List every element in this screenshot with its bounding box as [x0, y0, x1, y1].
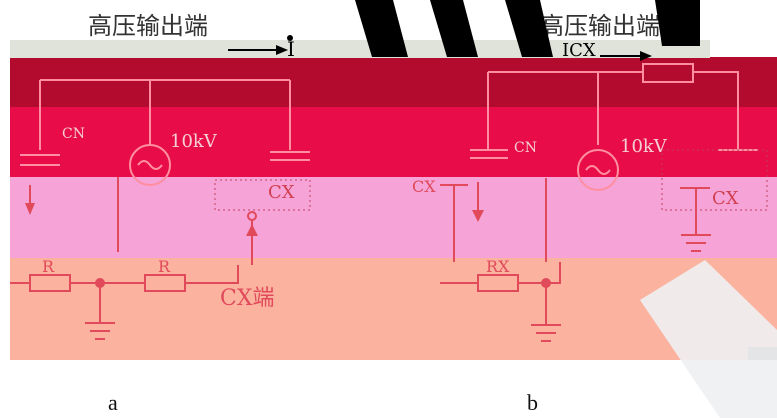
current-arrowhead-a	[276, 45, 288, 55]
resistor-rx-a	[29, 274, 71, 292]
terminal-label-a: CX端	[220, 286, 275, 311]
resistor-chain-b	[440, 262, 561, 284]
cx-box-b	[661, 149, 768, 211]
current-arrowhead-b	[640, 51, 652, 61]
cx-right-label-b: CX	[712, 188, 739, 209]
source-a	[129, 144, 171, 186]
wire-a-top	[39, 79, 291, 150]
figure-a-title: 高压输出端	[88, 12, 208, 40]
arrowhead-down-b	[472, 210, 484, 222]
band-middle	[10, 107, 777, 177]
figure-b-title: 高压输出端	[540, 12, 660, 40]
cx-box-a	[214, 179, 311, 211]
cn-label-a: CN	[62, 126, 85, 142]
cx-label-a: CX	[268, 182, 295, 203]
resistor-r-a	[144, 274, 186, 292]
source-b	[577, 149, 619, 191]
black-stripe-2	[430, 0, 478, 57]
left-arrowhead-a	[25, 203, 35, 215]
caption-a: a	[108, 390, 118, 415]
resistor-rx-b	[477, 274, 519, 292]
black-block	[655, 0, 700, 46]
cn-label-b: CN	[514, 140, 537, 156]
caption-b: b	[527, 390, 538, 415]
black-stripe-3	[505, 0, 553, 57]
source-wave-b	[585, 165, 611, 175]
watermark-shape	[640, 260, 777, 418]
resistor-r-label-a: R	[158, 257, 171, 276]
cx-node-a	[247, 211, 257, 221]
top-node-a	[287, 35, 293, 41]
source-label-a: 10kV	[170, 131, 218, 152]
wire-b-top	[487, 71, 739, 150]
band-pink	[10, 177, 777, 258]
source-label-b: 10kV	[620, 136, 668, 157]
up-arrowhead-a	[246, 224, 258, 236]
current-label-a: I	[287, 37, 295, 61]
resistor-rx-label-a: R	[42, 257, 55, 276]
cx-left-label-b: CX	[412, 177, 436, 196]
resistor-chain-a	[10, 265, 239, 284]
resistor-top-b	[642, 63, 694, 83]
source-wave-a	[137, 160, 163, 170]
current-label-b: ICX	[562, 40, 596, 61]
resistor-label-b: RX	[486, 257, 510, 276]
black-stripe-1	[355, 0, 408, 57]
